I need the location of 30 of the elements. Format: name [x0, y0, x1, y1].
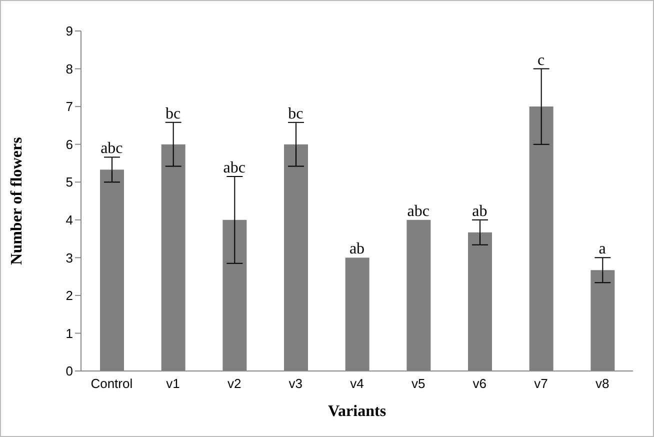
x-tick-label: v3	[288, 376, 303, 392]
y-tick-label: 5	[66, 174, 73, 190]
y-tick-label: 7	[66, 99, 73, 114]
x-axis-title: Variants	[328, 403, 386, 420]
x-tick-label: v2	[227, 376, 242, 392]
y-tick-label: 0	[66, 364, 73, 379]
annotation: abc	[407, 202, 430, 220]
y-tick-label: 4	[66, 212, 73, 228]
y-tick-label: 6	[66, 136, 73, 152]
x-tick-label: v4	[350, 376, 364, 392]
y-tick-label: 8	[66, 61, 73, 76]
annotation: c	[537, 52, 545, 69]
annotation: ab	[472, 202, 488, 220]
x-tick-label: v8	[595, 376, 610, 392]
y-tick-label: 2	[66, 288, 73, 304]
x-tick-label: v5	[411, 376, 426, 392]
annotation: bc	[165, 105, 181, 122]
annotation: ab	[349, 240, 365, 258]
annotation: bc	[288, 105, 304, 122]
y-axis-title: Number of flowers	[8, 137, 26, 265]
x-tick-label: v1	[166, 376, 180, 392]
annotation: abc	[223, 159, 246, 176]
annotation: a	[598, 240, 606, 258]
y-tick-label: 9	[66, 24, 73, 39]
x-tick-label: v6	[472, 376, 487, 392]
x-tick-label: v7	[534, 376, 548, 392]
y-tick-label: 1	[66, 326, 73, 341]
annotation: abc	[100, 140, 123, 157]
x-tick-label: Control	[90, 376, 133, 392]
y-tick-label: 3	[66, 250, 73, 266]
